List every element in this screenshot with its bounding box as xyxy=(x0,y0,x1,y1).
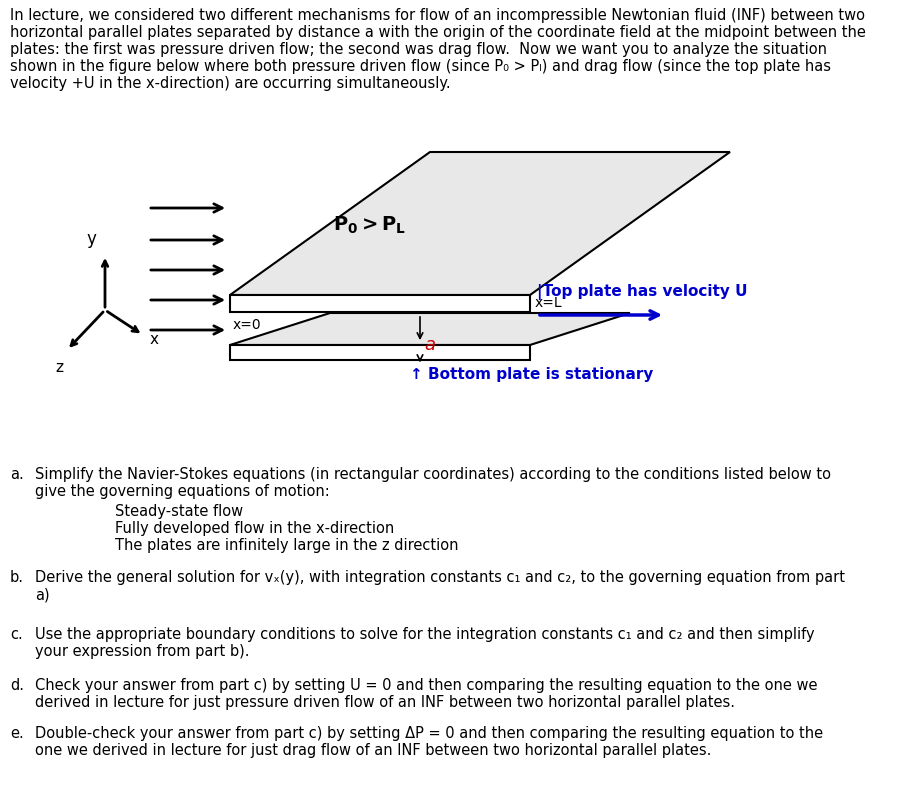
Text: Use the appropriate boundary conditions to solve for the integration constants c: Use the appropriate boundary conditions … xyxy=(35,627,814,642)
Text: one we derived in lecture for just drag flow of an INF between two horizontal pa: one we derived in lecture for just drag … xyxy=(35,743,711,758)
Text: ↑ Bottom plate is stationary: ↑ Bottom plate is stationary xyxy=(410,367,653,383)
Text: d.: d. xyxy=(10,678,24,693)
Text: plates: the first was pressure driven flow; the second was drag flow.  Now we wa: plates: the first was pressure driven fl… xyxy=(10,42,827,57)
Text: Simplify the Navier-Stokes equations (in rectangular coordinates) according to t: Simplify the Navier-Stokes equations (in… xyxy=(35,467,831,482)
Text: c.: c. xyxy=(10,627,22,642)
Text: The plates are infinitely large in the z direction: The plates are infinitely large in the z… xyxy=(115,538,458,553)
Text: shown in the figure below where both pressure driven flow (since P₀ > Pₗ) and dr: shown in the figure below where both pre… xyxy=(10,59,831,74)
Text: $\mathbf{P_0 > P_L}$: $\mathbf{P_0 > P_L}$ xyxy=(333,215,407,236)
Text: Double-check your answer from part c) by setting ΔP = 0 and then comparing the r: Double-check your answer from part c) by… xyxy=(35,726,824,741)
Text: velocity +U in the x-direction) are occurring simultaneously.: velocity +U in the x-direction) are occu… xyxy=(10,76,451,91)
Text: Steady-state flow: Steady-state flow xyxy=(115,504,243,519)
Text: a: a xyxy=(424,336,435,354)
Polygon shape xyxy=(230,152,730,295)
Text: Derive the general solution for vₓ(y), with integration constants c₁ and c₂, to : Derive the general solution for vₓ(y), w… xyxy=(35,570,845,585)
Text: x: x xyxy=(150,333,159,348)
Text: give the governing equations of motion:: give the governing equations of motion: xyxy=(35,484,329,499)
Text: |Top plate has velocity U: |Top plate has velocity U xyxy=(537,284,748,300)
Polygon shape xyxy=(230,295,530,312)
Text: horizontal parallel plates separated by distance a with the origin of the coordi: horizontal parallel plates separated by … xyxy=(10,25,866,40)
Text: Fully developed flow in the x-direction: Fully developed flow in the x-direction xyxy=(115,521,394,536)
Text: y: y xyxy=(86,230,96,248)
Text: Check your answer from part c) by setting U = 0 and then comparing the resulting: Check your answer from part c) by settin… xyxy=(35,678,817,693)
Polygon shape xyxy=(230,313,630,345)
Text: x=L: x=L xyxy=(535,296,562,310)
Text: derived in lecture for just pressure driven flow of an INF between two horizonta: derived in lecture for just pressure dri… xyxy=(35,695,735,710)
Text: a): a) xyxy=(35,587,50,602)
Text: your expression from part b).: your expression from part b). xyxy=(35,644,249,659)
Polygon shape xyxy=(230,345,530,360)
Text: a.: a. xyxy=(10,467,23,482)
Text: b.: b. xyxy=(10,570,24,585)
Text: e.: e. xyxy=(10,726,23,741)
Text: x=0: x=0 xyxy=(233,318,262,332)
Text: In lecture, we considered two different mechanisms for flow of an incompressible: In lecture, we considered two different … xyxy=(10,8,865,23)
Text: z: z xyxy=(55,360,63,375)
